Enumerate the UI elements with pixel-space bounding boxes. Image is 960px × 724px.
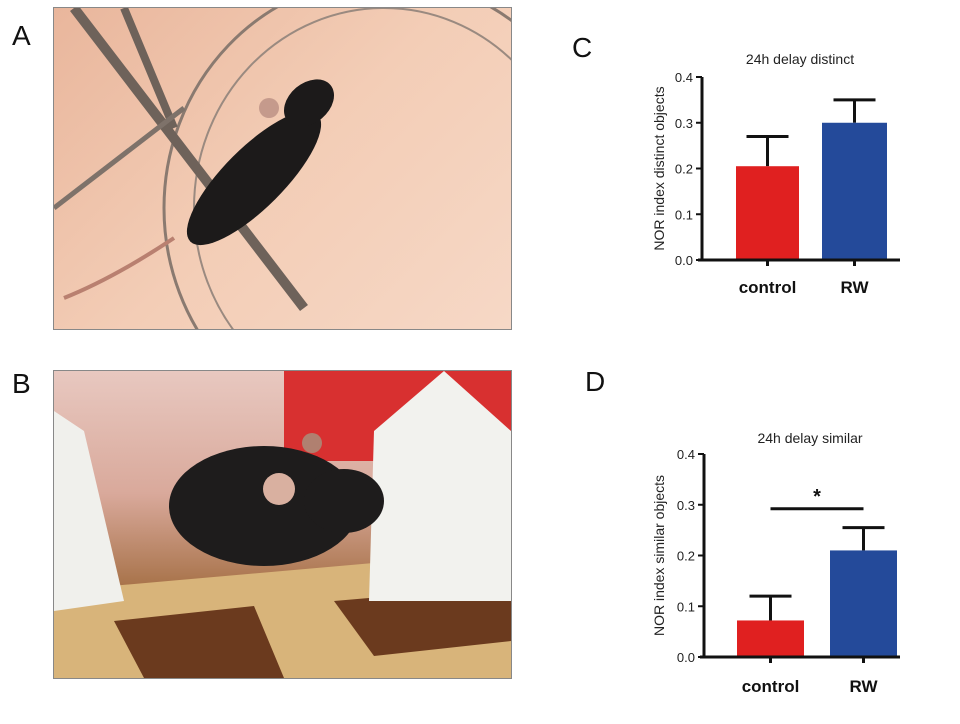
y-tick-label: 0.1 — [677, 599, 695, 614]
bar-rw — [822, 122, 887, 260]
y-axis-label: NOR index distinct objects — [651, 86, 667, 250]
x-tick-label: RW — [849, 677, 878, 696]
y-tick-label: 0.4 — [677, 447, 695, 462]
panel-label-b: B — [12, 368, 31, 399]
running-wheel-illustration — [54, 8, 511, 329]
y-tick-label: 0.4 — [675, 70, 693, 85]
panel-label-d: D — [585, 366, 606, 397]
y-tick-label: 0.0 — [677, 650, 695, 665]
y-tick-label: 0.3 — [675, 116, 693, 131]
y-axis-label: NOR index similar objects — [651, 475, 667, 636]
significance-marker: * — [813, 486, 821, 508]
y-tick-label: 0.1 — [675, 207, 693, 222]
x-tick-label: control — [739, 278, 797, 297]
bar-rw — [830, 550, 897, 657]
panel-label-a: A — [12, 20, 31, 51]
chart-title: 24h delay similar — [757, 430, 862, 446]
bar-control — [737, 620, 804, 657]
chart-title: 24h delay distinct — [746, 51, 854, 67]
y-tick-label: 0.3 — [677, 498, 695, 513]
panel-label-c: C — [572, 32, 593, 63]
y-tick-label: 0.2 — [675, 162, 693, 177]
photo-mouse-object-recognition — [53, 370, 512, 679]
y-tick-label: 0.2 — [677, 549, 695, 564]
x-tick-label: control — [742, 677, 800, 696]
object-arena-illustration — [54, 371, 511, 678]
x-tick-label: RW — [840, 278, 869, 297]
bar-control — [736, 166, 799, 260]
y-tick-label: 0.0 — [675, 253, 693, 268]
photo-mouse-running-wheel — [53, 7, 512, 330]
